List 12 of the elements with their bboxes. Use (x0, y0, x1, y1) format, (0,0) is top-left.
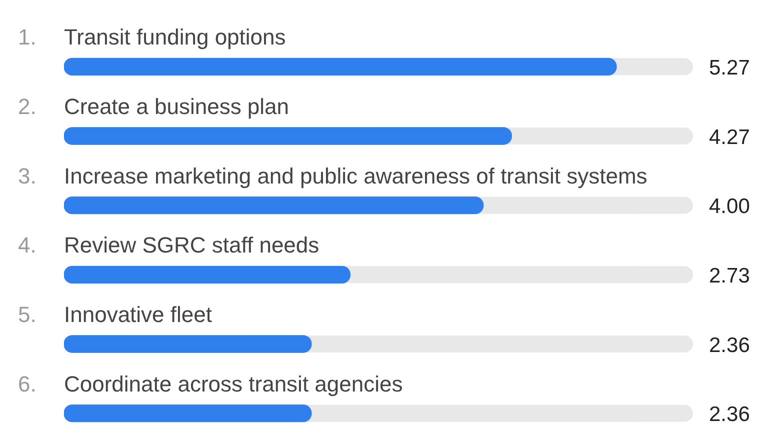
data-label: 4.00 (709, 195, 750, 218)
category-label: 2. Create a business plan (18, 94, 290, 119)
category-label: 3. Increase marketing and public awareness of transit systems (18, 163, 648, 188)
data-label: 5.27 (709, 56, 750, 80)
data-label: 2.73 (709, 264, 750, 288)
category-label: 5. Innovative fleet (18, 302, 212, 327)
category-label: 4. Review SGRC staff needs (18, 232, 320, 258)
category-label: 6. Coordinate across transit agencies (18, 371, 403, 396)
data-label: 4.27 (709, 126, 750, 149)
data-label: 2.36 (709, 334, 750, 357)
data-label: 2.36 (709, 403, 750, 426)
category-label: 1. Transit funding options (18, 24, 286, 50)
